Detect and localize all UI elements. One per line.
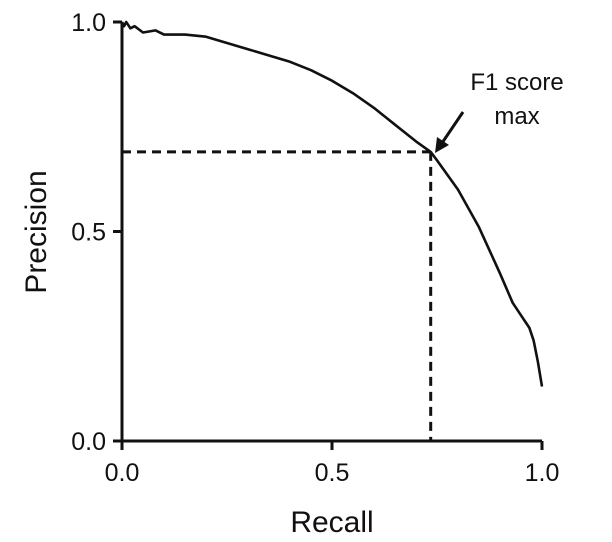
y-tick-label: 1.0	[71, 9, 106, 37]
x-tick-label: 0.5	[315, 459, 350, 487]
f1-annotation-arrowhead	[435, 137, 449, 153]
x-tick-label: 0.0	[105, 459, 140, 487]
y-tick-label: 0.0	[71, 428, 106, 456]
pr-curve-line-0	[120, 20, 544, 387]
f1-annotation-line1: F1 score	[470, 69, 563, 96]
x-axis-title: Recall	[290, 506, 373, 539]
f1-annotation-line2: max	[494, 103, 539, 130]
axis-ticks: 0.0 0.5 1.0 0.0 0.5 1.0	[71, 9, 559, 487]
x-tick-label: 1.0	[525, 459, 560, 487]
plot-area	[120, 20, 544, 441]
f1-annotation-arrow-shaft	[438, 111, 465, 147]
y-axis-title: Precision	[20, 170, 53, 293]
y-tick-label: 0.5	[71, 219, 106, 247]
